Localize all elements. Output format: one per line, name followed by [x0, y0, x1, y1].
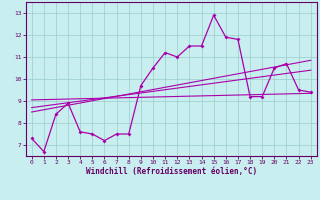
X-axis label: Windchill (Refroidissement éolien,°C): Windchill (Refroidissement éolien,°C): [86, 167, 257, 176]
